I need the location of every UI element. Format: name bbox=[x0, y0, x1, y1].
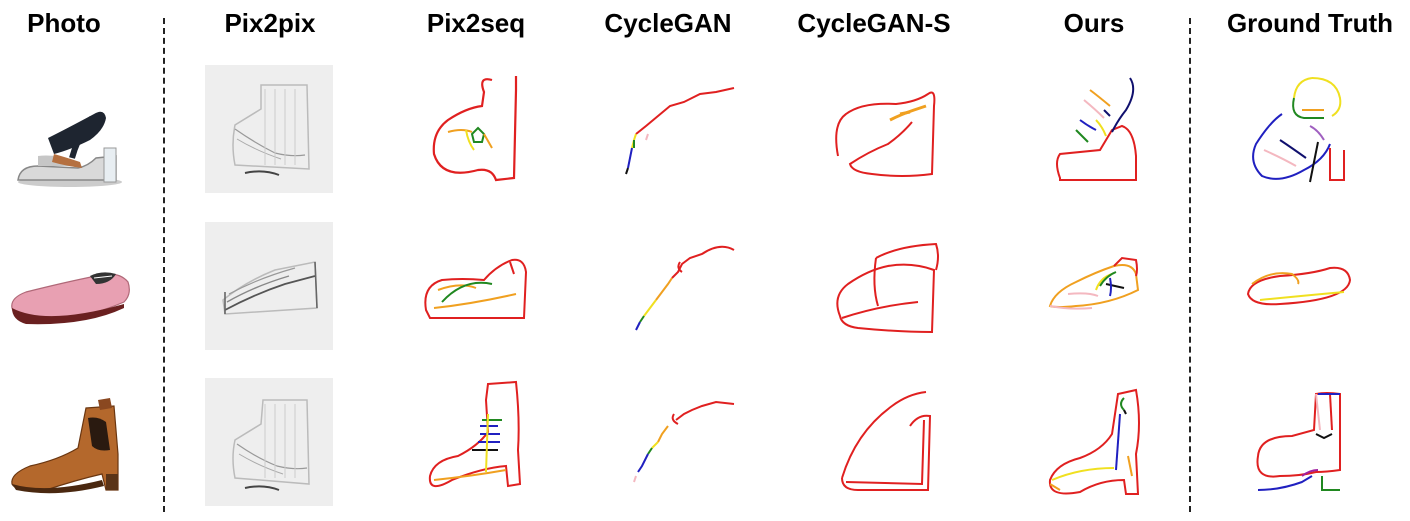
photo-slip-on bbox=[6, 232, 136, 362]
column-header-ground-truth: Ground Truth bbox=[1227, 8, 1393, 39]
photo-ankle-boot bbox=[6, 384, 136, 514]
column-header-photo: Photo bbox=[27, 8, 101, 39]
column-header-ours: Ours bbox=[1064, 8, 1125, 39]
cyclegan-s-sandal bbox=[818, 74, 948, 204]
pix2seq-sandal bbox=[412, 70, 542, 200]
cyclegan-s-ankle-boot bbox=[818, 386, 948, 516]
column-header-cyclegan-s: CycleGAN-S bbox=[797, 8, 950, 39]
pix2pix-ankle-boot bbox=[205, 378, 333, 506]
pix2pix-sandal bbox=[205, 65, 333, 193]
cyclegan-sandal bbox=[612, 76, 742, 206]
cyclegan-slip-on bbox=[612, 238, 742, 368]
pix2seq-ankle-boot bbox=[412, 380, 542, 510]
ground-truth-ankle-boot bbox=[1240, 380, 1370, 510]
ours-ankle-boot bbox=[1040, 384, 1170, 514]
ours-sandal bbox=[1040, 70, 1170, 200]
ground-truth-sandal bbox=[1240, 70, 1370, 200]
pix2seq-slip-on bbox=[412, 238, 542, 368]
pix2pix-slip-on bbox=[205, 222, 333, 350]
cyclegan-ankle-boot bbox=[612, 384, 742, 514]
photo-sandal bbox=[8, 86, 138, 216]
divider-right bbox=[1189, 18, 1191, 512]
ours-slip-on bbox=[1040, 232, 1170, 362]
column-header-pix2seq: Pix2seq bbox=[427, 8, 525, 39]
column-header-pix2pix: Pix2pix bbox=[224, 8, 315, 39]
column-header-cyclegan: CycleGAN bbox=[604, 8, 731, 39]
divider-left bbox=[163, 18, 165, 512]
ground-truth-slip-on bbox=[1240, 240, 1370, 370]
cyclegan-s-slip-on bbox=[818, 236, 948, 366]
